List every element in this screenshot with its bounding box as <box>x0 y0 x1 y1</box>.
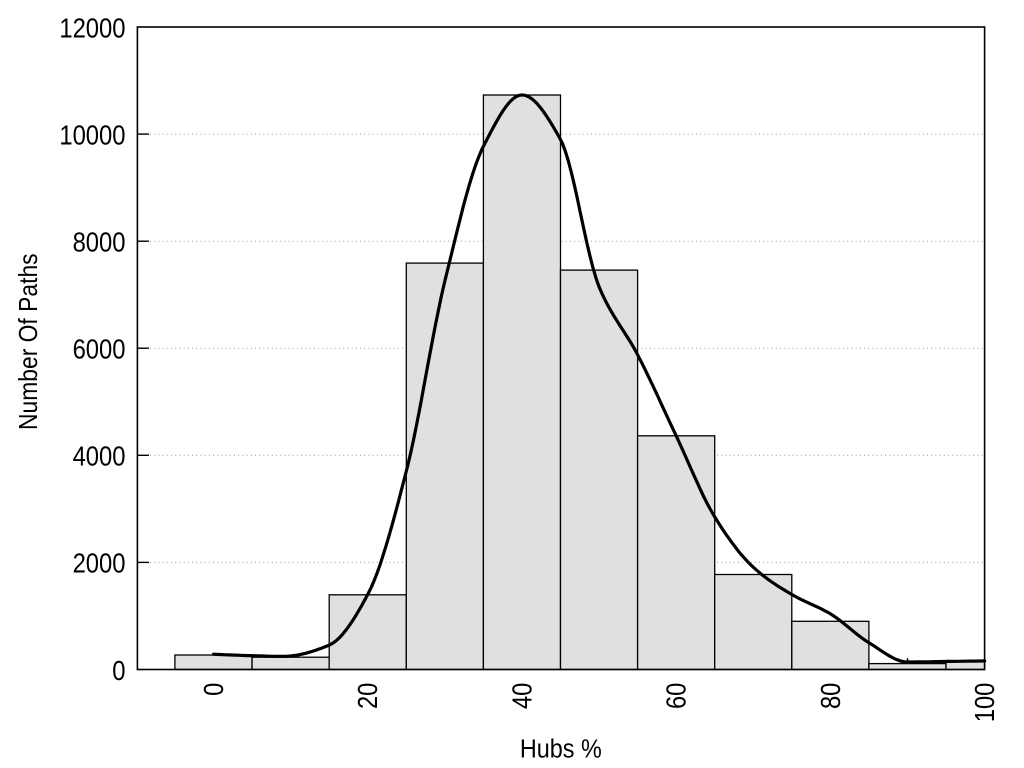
svg-text:Number Of Paths: Number Of Paths <box>15 253 44 430</box>
svg-text:80: 80 <box>814 683 846 709</box>
svg-text:0: 0 <box>112 654 125 686</box>
svg-text:60: 60 <box>660 683 692 709</box>
svg-text:12000: 12000 <box>59 11 125 43</box>
svg-text:20: 20 <box>351 683 383 709</box>
svg-text:10000: 10000 <box>59 119 125 151</box>
svg-text:Hubs %: Hubs % <box>520 735 602 763</box>
svg-text:8000: 8000 <box>73 226 126 258</box>
svg-text:0: 0 <box>197 683 229 696</box>
svg-text:6000: 6000 <box>73 333 126 365</box>
svg-text:4000: 4000 <box>73 440 126 472</box>
svg-text:40: 40 <box>505 683 537 709</box>
svg-text:2000: 2000 <box>73 547 126 579</box>
svg-text:100: 100 <box>968 683 1000 723</box>
